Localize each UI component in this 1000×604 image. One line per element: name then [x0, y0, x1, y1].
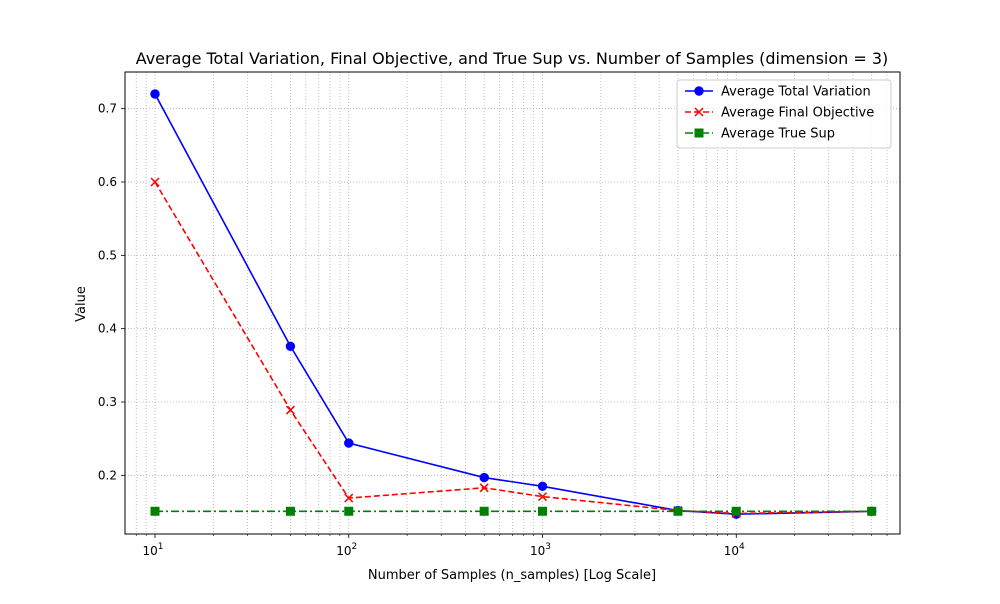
x-marker-stroke	[285, 405, 295, 415]
data-point	[867, 506, 877, 516]
legend-box	[676, 79, 892, 149]
data-point	[479, 472, 489, 483]
plot-frame	[124, 71, 901, 535]
data-point	[673, 506, 683, 516]
data-point	[285, 405, 295, 415]
legend-marker	[694, 107, 704, 117]
x-marker-stroke	[150, 177, 160, 187]
x-axis-label: Number of Samples (n_samples) [Log Scale…	[368, 568, 656, 583]
legend-label: Average Final Objective	[721, 106, 874, 121]
legend-entry: Average Total Variation	[685, 85, 871, 100]
y-axis-label: Value	[74, 286, 89, 322]
data-point	[479, 506, 489, 516]
x-marker-stroke	[694, 107, 704, 117]
legend: Average Total Variation Average Final Obj…	[676, 79, 892, 149]
data-point	[344, 493, 354, 503]
x-tick-label: 101	[143, 542, 164, 558]
series-layer	[150, 89, 877, 519]
y-tick-label: 0.4	[98, 322, 117, 336]
y-tick-label: 0.5	[98, 248, 117, 262]
data-point	[285, 506, 295, 516]
x-marker-stroke	[479, 483, 489, 493]
data-point	[150, 89, 160, 99]
data-point	[344, 438, 354, 448]
x-marker-stroke	[344, 493, 354, 503]
data-point	[537, 492, 548, 502]
x-tick-label: 103	[530, 542, 551, 558]
legend-label: Average Total Variation	[721, 85, 871, 100]
series-average-true-sup	[150, 506, 877, 516]
chart-title: Average Total Variation, Final Objective…	[136, 49, 889, 68]
data-point	[538, 506, 548, 516]
x-marker-stroke	[537, 492, 548, 502]
data-point	[150, 177, 160, 187]
y-tick-label: 0.3	[98, 395, 117, 409]
data-point	[285, 341, 296, 351]
legend-marker	[694, 86, 704, 96]
legend-label: Average True Sup	[721, 127, 835, 142]
axes: 101 102 103 104 0.2 0.3 0.4 0.5 0.6 0.7	[98, 71, 901, 558]
grid	[125, 72, 900, 534]
y-tick-label: 0.6	[98, 175, 117, 189]
y-tick-label: 0.2	[98, 468, 117, 482]
x-tick-label: 104	[724, 542, 745, 558]
y-tick-label: 0.7	[98, 102, 117, 116]
legend-marker	[694, 128, 704, 138]
data-point	[150, 506, 160, 516]
data-point	[537, 481, 548, 492]
x-tick-label: 102	[336, 542, 357, 558]
data-point	[344, 506, 354, 516]
legend-entry: Average Final Objective	[685, 106, 874, 121]
series-line	[154, 181, 872, 515]
legend-entry: Average True Sup	[685, 127, 835, 142]
data-point	[479, 483, 489, 493]
data-point	[731, 506, 741, 516]
